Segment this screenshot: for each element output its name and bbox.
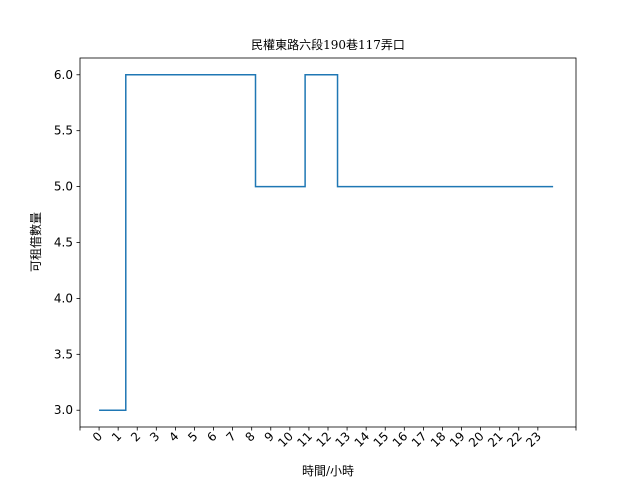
y-tick-label: 5.0 xyxy=(54,180,73,194)
y-tick-label: 4.0 xyxy=(54,291,73,305)
x-tick-label: 9 xyxy=(262,429,277,444)
x-tick-label: 15 xyxy=(371,429,392,450)
x-tick-label: 8 xyxy=(243,429,258,444)
x-tick-label: 16 xyxy=(390,429,411,450)
chart-title: 民權東路六段190巷117弄口 xyxy=(251,37,405,52)
x-tick-label: 0 xyxy=(90,429,105,444)
x-tick-label: 7 xyxy=(223,429,238,444)
x-tick-label: 12 xyxy=(313,429,334,450)
x-tick-label: 18 xyxy=(428,429,449,450)
x-tick-label: 2 xyxy=(128,429,143,444)
x-tick-label: 23 xyxy=(523,429,544,450)
plot-frame xyxy=(79,57,577,428)
y-tick-label: 6.0 xyxy=(54,68,73,82)
x-axis-label: 時間/小時 xyxy=(302,464,354,478)
x-tick-label: 13 xyxy=(332,429,353,450)
x-tick-label: 4 xyxy=(166,429,181,444)
y-tick-label: 3.0 xyxy=(54,403,73,417)
x-tick-label: 6 xyxy=(204,429,219,444)
y-tick-label: 3.5 xyxy=(54,347,73,361)
x-tick-label: 20 xyxy=(466,429,487,450)
x-tick-label: 22 xyxy=(504,429,525,450)
x-tick-label: 17 xyxy=(409,429,430,450)
x-tick-label: 19 xyxy=(447,429,468,450)
x-tick-label: 21 xyxy=(485,429,506,450)
x-tick-label: 11 xyxy=(294,429,315,450)
plot-lines xyxy=(99,74,554,411)
x-tick-label: 5 xyxy=(185,429,200,444)
series-line xyxy=(99,74,554,411)
x-tick-label: 3 xyxy=(147,429,162,444)
y-axis-label: 可租借數量 xyxy=(29,212,43,272)
y-tick-label: 5.5 xyxy=(54,124,73,138)
x-tick-label: 14 xyxy=(352,429,373,450)
x-tick-label: 10 xyxy=(275,429,296,450)
x-tick-label: 1 xyxy=(109,429,124,444)
y-axis: 3.0 3.5 4.0 4.5 5.0 5.5 6.0 xyxy=(54,68,80,417)
y-tick-label: 4.5 xyxy=(54,236,73,250)
